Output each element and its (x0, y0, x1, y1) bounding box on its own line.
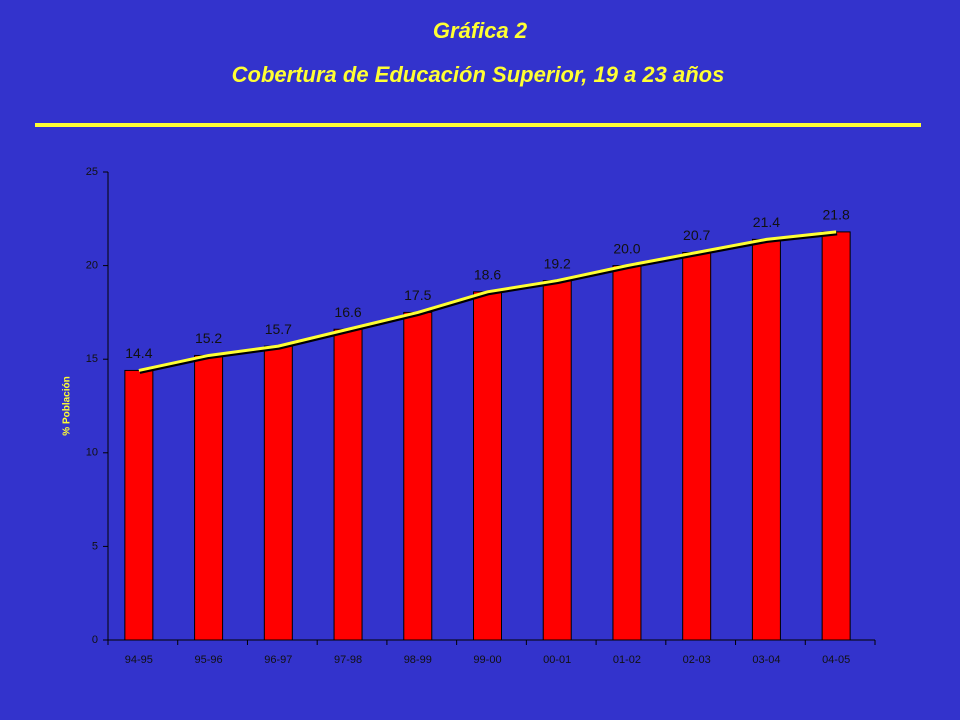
value-label: 18.6 (474, 267, 501, 283)
title-rule (35, 123, 921, 127)
value-label: 17.5 (404, 287, 431, 303)
x-tick-label: 04-05 (822, 654, 850, 666)
value-label: 21.8 (823, 207, 850, 223)
x-tick-label: 97-98 (334, 654, 362, 666)
value-label: 16.6 (334, 304, 361, 320)
value-label: 20.7 (683, 227, 710, 243)
y-tick-label: 20 (86, 260, 98, 272)
x-tick-label: 00-01 (543, 654, 571, 666)
y-tick-label: 25 (86, 166, 98, 178)
value-label: 14.4 (125, 345, 152, 361)
trend-line (138, 230, 837, 372)
value-label: 20.0 (613, 240, 640, 256)
y-tick-label: 5 (92, 540, 98, 552)
y-axis-label: % Población (62, 376, 73, 435)
x-tick-label: 94-95 (125, 654, 153, 666)
x-tick-label: 03-04 (752, 654, 780, 666)
value-label: 15.2 (195, 330, 222, 346)
x-tick-label: 98-99 (404, 654, 432, 666)
bar (194, 354, 224, 641)
y-tick-label: 15 (86, 353, 98, 365)
chart-title: Gráfica 2 (433, 18, 528, 43)
x-tick-label: 99-00 (473, 654, 501, 666)
bar (751, 238, 781, 641)
bar (473, 291, 502, 641)
y-tick-label: 0 (92, 634, 98, 646)
bar (612, 265, 642, 641)
value-label: 15.7 (265, 321, 292, 337)
bar (124, 369, 154, 641)
chart-subtitle: Cobertura de Educación Superior, 19 a 23… (232, 62, 725, 87)
x-tick-label: 02-03 (683, 654, 711, 666)
bar (682, 251, 712, 641)
x-tick-label: 96-97 (264, 654, 292, 666)
x-tick-label: 95-96 (195, 654, 223, 666)
value-label: 21.4 (753, 214, 780, 230)
x-tick-label: 01-02 (613, 654, 641, 666)
value-label: 19.2 (544, 255, 571, 271)
bar (821, 231, 851, 641)
bar (333, 328, 363, 641)
trend-line-shadow (139, 232, 838, 374)
bar (403, 311, 433, 641)
bar (542, 280, 572, 641)
bar (263, 345, 293, 641)
y-tick-label: 10 (86, 447, 98, 459)
